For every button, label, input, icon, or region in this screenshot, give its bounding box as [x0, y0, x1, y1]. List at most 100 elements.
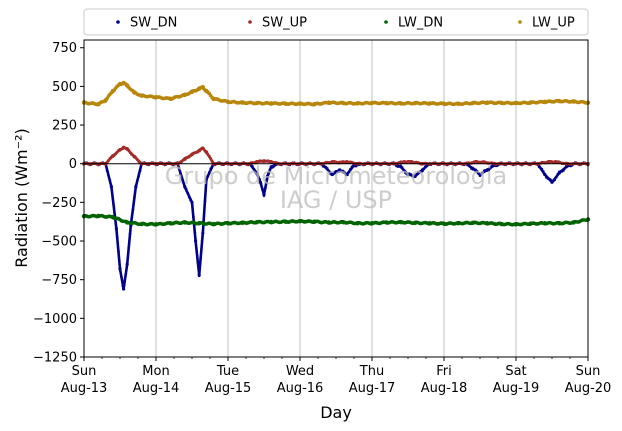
- data-point: [180, 177, 184, 181]
- data-point: [264, 186, 267, 190]
- data-point: [187, 195, 191, 199]
- data-point: [549, 178, 552, 181]
- data-point: [422, 167, 426, 171]
- data-point: [122, 287, 126, 291]
- data-point: [195, 246, 198, 250]
- data-point: [111, 197, 115, 200]
- data-point: [542, 170, 545, 173]
- data-point: [128, 232, 132, 235]
- data-point: [107, 174, 110, 177]
- data-point: [179, 172, 182, 176]
- data-point: [327, 169, 331, 173]
- y-tick-label: 750: [52, 41, 77, 56]
- data-point: [261, 188, 264, 192]
- data-point: [563, 167, 567, 170]
- data-point: [475, 169, 479, 173]
- data-point: [127, 148, 131, 152]
- x-tick-weekday: Tue: [216, 364, 239, 379]
- data-point: [207, 154, 211, 158]
- y-tick-label: −1250: [33, 351, 77, 366]
- watermark-line-2: IAG / USP: [280, 186, 392, 214]
- data-point: [200, 239, 204, 242]
- data-point: [210, 165, 214, 168]
- data-point: [184, 187, 188, 191]
- data-point: [209, 167, 212, 170]
- data-point: [125, 261, 129, 265]
- data-point: [562, 169, 565, 172]
- data-point: [105, 169, 109, 173]
- x-tick-date: Aug-18: [421, 381, 468, 396]
- data-point: [118, 266, 122, 270]
- data-point: [183, 184, 187, 188]
- y-axis-title: Radiation (Wm⁻²): [12, 128, 31, 267]
- data-point: [265, 178, 269, 181]
- data-point: [123, 283, 126, 287]
- data-point: [553, 178, 557, 182]
- data-point: [114, 222, 117, 226]
- data-point: [131, 208, 135, 211]
- y-tick-label: 250: [52, 119, 77, 134]
- data-point: [331, 172, 335, 176]
- data-point: [127, 246, 130, 250]
- x-tick-date: Aug-17: [349, 381, 396, 396]
- legend: SW_DN SW_UP LW_DN LW_UP: [83, 8, 589, 36]
- data-point: [182, 181, 185, 184]
- data-point: [117, 250, 120, 253]
- legend-label-lw-dn: LW_DN: [398, 16, 443, 31]
- data-point: [201, 231, 205, 235]
- data-point: [210, 160, 214, 163]
- data-point: [112, 210, 116, 214]
- x-tick-weekday: Mon: [142, 364, 169, 379]
- x-tick-weekday: Sun: [72, 364, 97, 379]
- data-point: [114, 227, 118, 231]
- data-point: [487, 168, 490, 172]
- data-point: [272, 164, 276, 168]
- data-point: [192, 215, 195, 218]
- data-point: [115, 235, 119, 239]
- data-point: [120, 275, 123, 279]
- data-point: [202, 147, 205, 151]
- data-point: [402, 168, 405, 172]
- data-point: [186, 191, 189, 195]
- data-point: [189, 199, 192, 202]
- series-lw-up: [81, 80, 591, 107]
- x-tick-date: Aug-13: [61, 381, 108, 396]
- data-point: [254, 170, 257, 174]
- data-point: [199, 256, 202, 260]
- x-tick-date: Aug-16: [277, 381, 324, 396]
- data-point: [136, 179, 139, 182]
- data-point: [259, 182, 263, 186]
- data-point: [258, 178, 261, 181]
- y-tick-label: −250: [41, 196, 77, 211]
- y-tick-label: −500: [41, 235, 77, 250]
- x-tick-weekday: Fri: [436, 364, 452, 379]
- x-tick-date: Aug-15: [205, 381, 252, 396]
- x-tick-date: Aug-19: [493, 381, 540, 396]
- series-layer: [81, 80, 591, 291]
- data-point: [107, 159, 110, 162]
- data-point: [255, 172, 259, 176]
- data-point: [208, 170, 211, 174]
- data-point: [124, 272, 128, 276]
- x-tick-date: Aug-14: [133, 381, 180, 396]
- legend-label-sw-up: SW_UP: [262, 16, 307, 31]
- data-point: [413, 175, 417, 178]
- x-axis-title: Day: [320, 403, 352, 422]
- data-point: [555, 175, 558, 179]
- data-point: [326, 167, 329, 170]
- data-point: [488, 167, 492, 170]
- legend-frame: [83, 8, 589, 36]
- data-point: [203, 200, 207, 203]
- data-point: [421, 169, 424, 173]
- data-point: [177, 166, 181, 170]
- data-point: [252, 167, 256, 171]
- watermark-line-1: Grupo de Micrometeorologia: [165, 162, 507, 190]
- data-point: [193, 231, 197, 234]
- data-point: [480, 173, 483, 176]
- data-point: [209, 157, 213, 160]
- data-point: [468, 165, 472, 168]
- data-point: [196, 261, 200, 264]
- plot-area: [84, 40, 588, 357]
- data-point: [477, 172, 480, 175]
